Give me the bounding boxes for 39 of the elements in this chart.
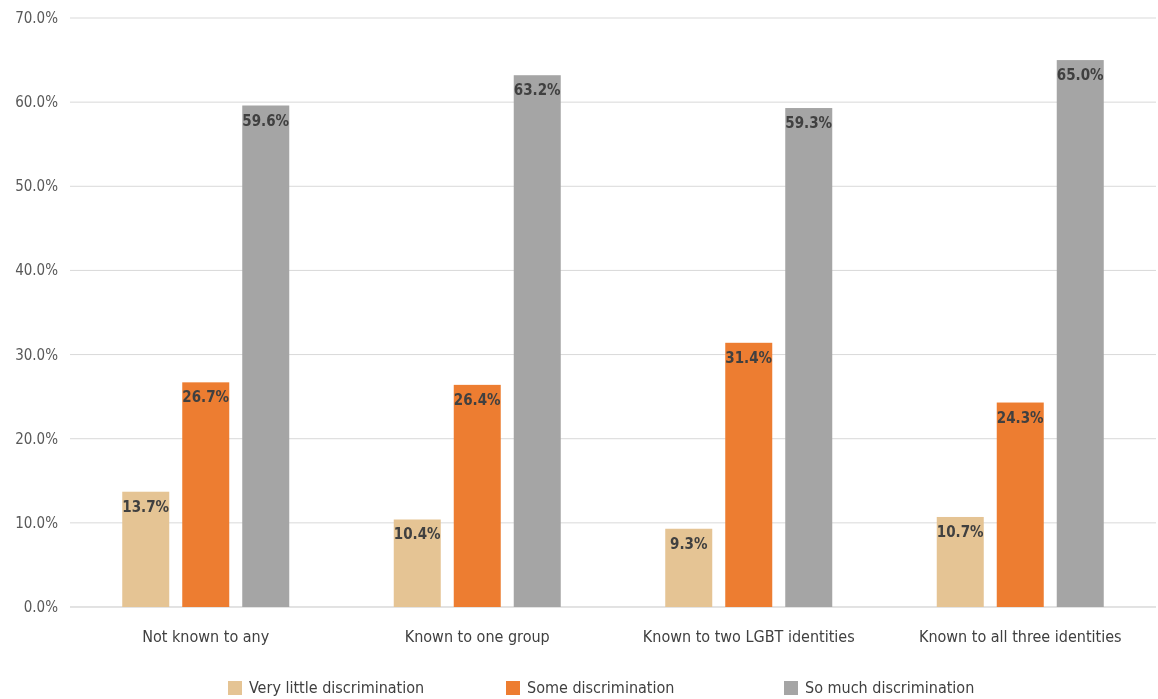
- data-label: 24.3%: [996, 408, 1045, 427]
- data-label: 26.7%: [182, 388, 230, 407]
- legend-label: Very little discrimination: [249, 678, 425, 697]
- bar: [725, 342, 773, 607]
- bar: [665, 528, 713, 607]
- bar: [785, 108, 833, 607]
- data-label: 59.6%: [242, 111, 290, 130]
- y-tick-label: 50.0%: [15, 177, 59, 196]
- y-tick-label: 0.0%: [23, 598, 59, 616]
- bar: [453, 384, 501, 607]
- data-label: 59.3%: [785, 114, 833, 133]
- data-label: 10.4%: [393, 525, 442, 544]
- bar: [242, 105, 290, 607]
- data-label: 13.7%: [122, 497, 170, 516]
- y-tick-label: 60.0%: [15, 93, 59, 112]
- data-label: 65.0%: [1056, 66, 1105, 85]
- bar: [182, 382, 230, 607]
- bar: [1056, 60, 1104, 607]
- y-tick-label: 40.0%: [15, 261, 59, 280]
- x-tick-label: Known to all three identities: [918, 627, 1122, 646]
- data-label: 63.2%: [513, 81, 562, 100]
- data-label: 9.3%: [670, 534, 708, 553]
- bar: [513, 75, 561, 607]
- legend-label: So much discrimination: [805, 678, 975, 697]
- bar: [122, 491, 170, 607]
- data-label: 10.7%: [936, 522, 985, 541]
- y-tick-label: 20.0%: [15, 429, 59, 448]
- bar: [393, 519, 441, 607]
- x-tick-label: Not known to any: [142, 627, 270, 646]
- x-tick-label: Known to two LGBT identities: [642, 627, 855, 646]
- y-tick-label: 70.0%: [15, 9, 59, 27]
- y-tick-label: 30.0%: [15, 345, 59, 364]
- y-tick-label: 10.0%: [15, 513, 59, 532]
- data-label: 26.4%: [453, 390, 502, 409]
- x-tick-label: Known to one group: [404, 627, 550, 646]
- bar: [936, 516, 984, 607]
- bar: [996, 402, 1044, 607]
- data-label: 31.4%: [725, 348, 773, 367]
- legend-label: Some discrimination: [527, 678, 675, 697]
